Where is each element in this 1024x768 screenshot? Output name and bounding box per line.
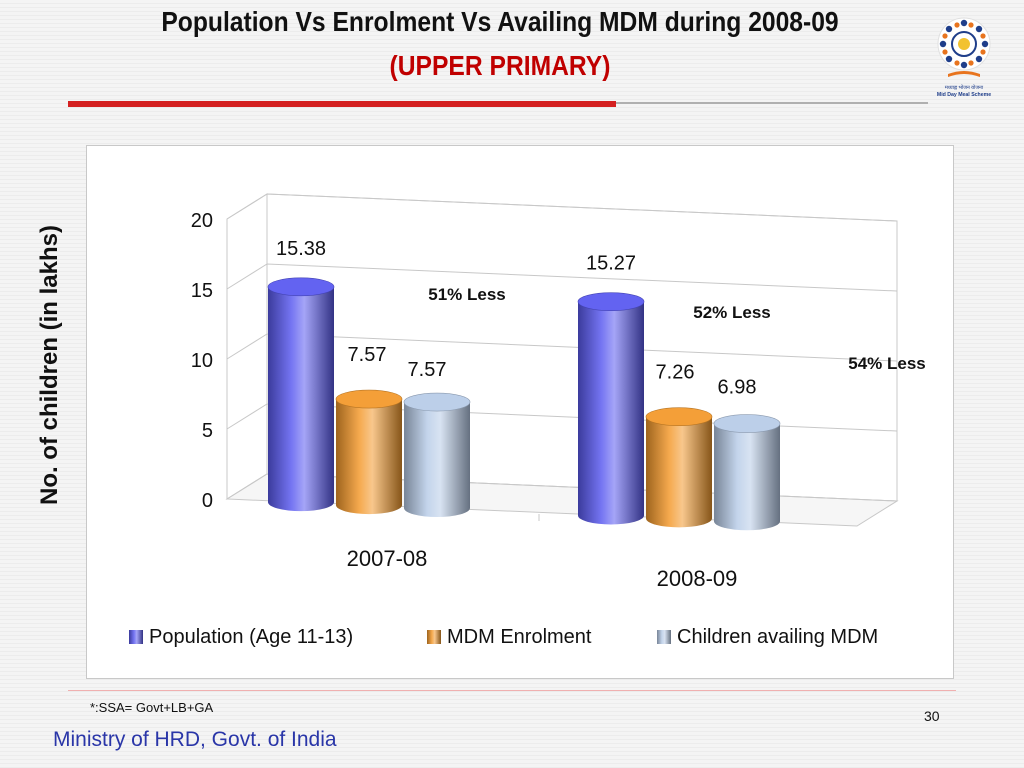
data-label: 6.98 xyxy=(718,377,757,399)
bar xyxy=(335,389,403,515)
bar xyxy=(267,277,335,512)
title-divider-gray xyxy=(616,102,928,104)
gridline xyxy=(226,193,898,222)
bar-body xyxy=(646,416,712,519)
bar-body xyxy=(714,423,780,522)
slide-subtitle: (UPPER PRIMARY) xyxy=(389,50,611,81)
bar xyxy=(645,407,713,528)
bar-body xyxy=(404,402,470,508)
bar-top xyxy=(645,407,713,427)
y-tick-label: 5 xyxy=(202,420,213,442)
mid-day-meal-logo: मध्याह्न भोजन योजना Mid Day Meal Scheme xyxy=(928,14,1000,102)
y-tick-label: 0 xyxy=(202,490,213,512)
logo-caption-english: Mid Day Meal Scheme xyxy=(937,92,991,98)
bar-base xyxy=(578,506,644,525)
data-label: 7.57 xyxy=(348,344,387,366)
gridline xyxy=(226,333,898,362)
y-tick-label: 20 xyxy=(191,210,213,232)
annotation-label: 52% Less xyxy=(693,303,771,322)
bar-base xyxy=(646,509,712,528)
bar-base xyxy=(714,512,780,531)
legend-label: MDM Enrolment xyxy=(447,626,592,648)
bar-top xyxy=(267,277,335,297)
chart-svg: 0 5 10 15 20 2007-08 2008-09 15.38 15.27 7.57 7.26… xyxy=(129,193,926,648)
slide-title: Population Vs Enrolment Vs Availing MDM … xyxy=(161,6,839,37)
footer-ministry: Ministry of HRD, Govt. of India xyxy=(53,728,337,751)
bar-top xyxy=(335,389,403,409)
footer-divider xyxy=(68,690,956,691)
y-tick-label: 10 xyxy=(191,350,213,372)
bar xyxy=(713,414,781,531)
legend-label: Children availing MDM xyxy=(677,626,878,648)
bar-base xyxy=(336,496,402,515)
legend-swatch xyxy=(427,630,441,644)
gridline xyxy=(226,263,898,292)
data-label: 15.27 xyxy=(586,253,636,275)
data-label: 15.38 xyxy=(276,238,326,260)
bar-base xyxy=(404,499,470,517)
legend-swatch xyxy=(129,630,143,644)
legend-swatch xyxy=(657,630,671,644)
bar-top xyxy=(403,392,471,412)
bar-top xyxy=(577,292,645,311)
y-tick-label: 15 xyxy=(191,280,213,302)
bar xyxy=(577,292,645,525)
bar-body xyxy=(578,301,644,516)
bar xyxy=(403,392,471,517)
annotation-label: 51% Less xyxy=(428,285,506,304)
bar-top xyxy=(713,414,781,433)
bar-body xyxy=(268,286,334,503)
page-number: 30 xyxy=(924,708,940,724)
data-label: 7.57 xyxy=(408,359,447,381)
bar-base xyxy=(268,493,334,512)
title-divider-red xyxy=(68,101,616,107)
y-axis-title: No. of children (in lakhs) xyxy=(36,224,63,506)
chart-panel: 0 5 10 15 20 2007-08 2008-09 15.38 15.27 7.57 7.26… xyxy=(86,145,954,679)
footnote: *:SSA= Govt+LB+GA xyxy=(90,700,214,715)
annotation-label: 54% Less xyxy=(848,354,926,373)
data-label: 7.26 xyxy=(656,362,695,384)
x-category-label: 2007-08 xyxy=(347,546,428,571)
logo-caption-hindi: मध्याह्न भोजन योजना xyxy=(945,84,984,91)
bar-body xyxy=(336,399,402,506)
x-category-label: 2008-09 xyxy=(657,566,738,591)
legend-label: Population (Age 11-13) xyxy=(149,626,353,648)
